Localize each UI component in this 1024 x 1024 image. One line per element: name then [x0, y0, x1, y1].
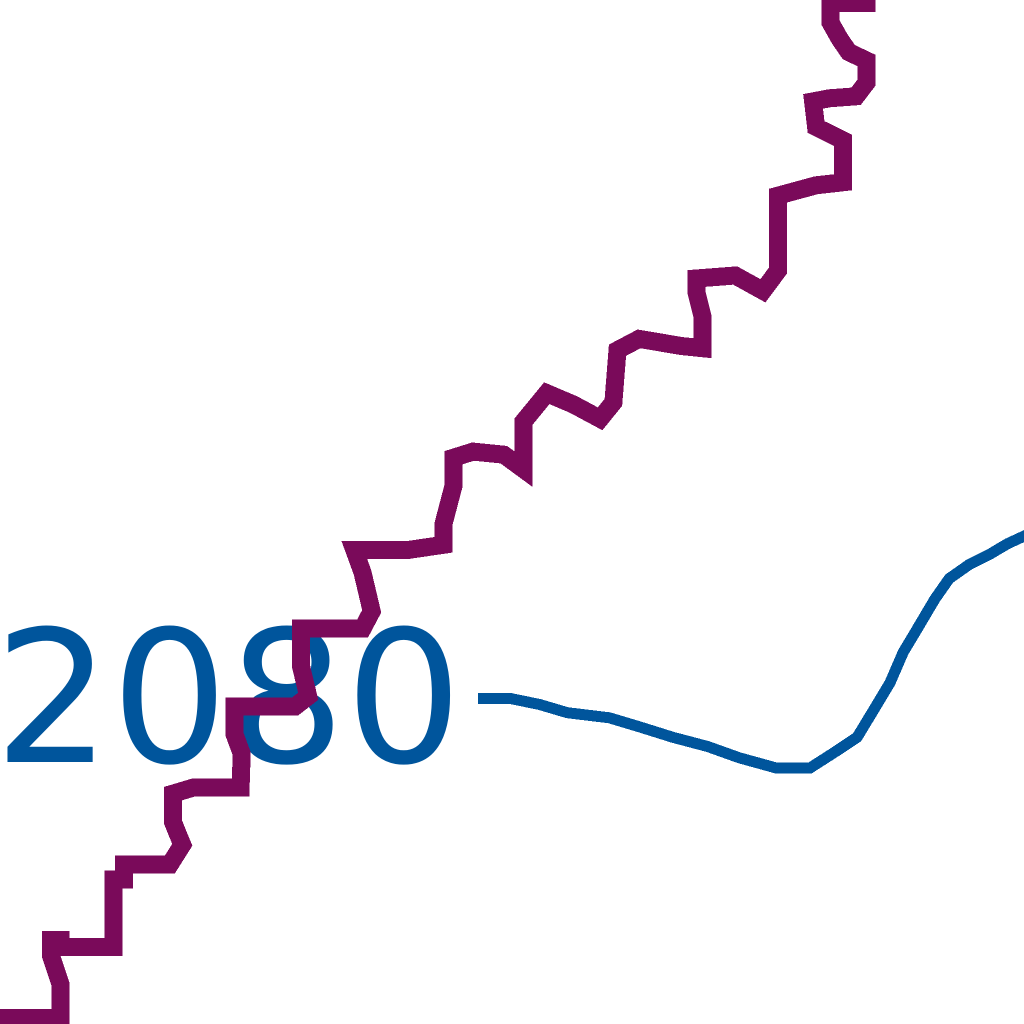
- series-layer: [8, 3, 1023, 1018]
- series-line-1: [8, 3, 866, 1018]
- series-line-2: [483, 537, 1023, 768]
